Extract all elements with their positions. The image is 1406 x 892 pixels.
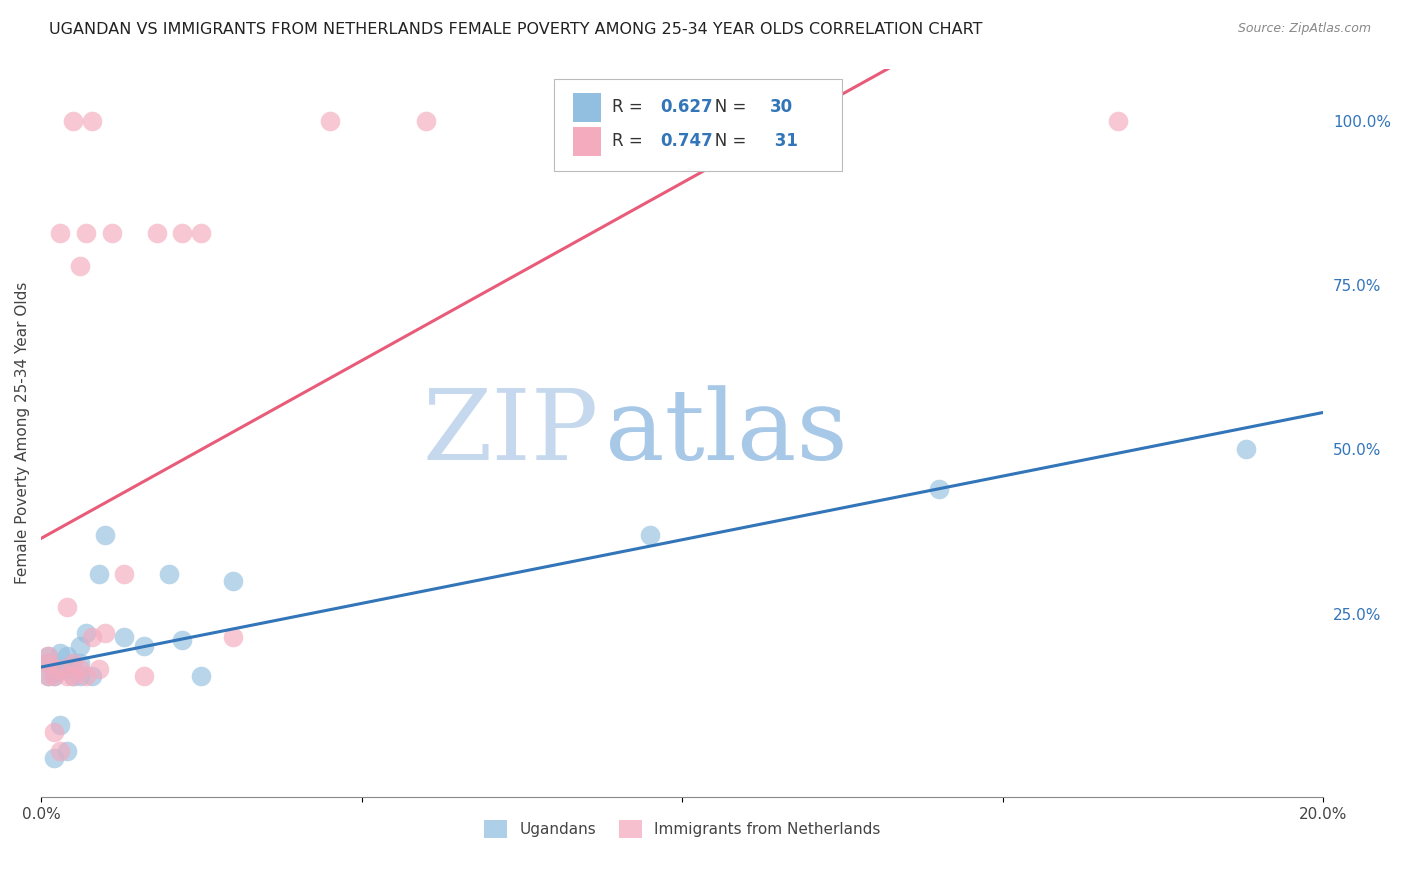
Point: [415, 114, 437, 128]
Text: ZIP: ZIP: [423, 385, 599, 481]
Text: R =: R =: [612, 132, 648, 151]
Point: [55, 744, 77, 758]
Point: [82, 114, 104, 128]
Text: N =: N =: [699, 132, 751, 151]
FancyBboxPatch shape: [554, 79, 842, 170]
Text: UGANDAN VS IMMIGRANTS FROM NETHERLANDS FEMALE POVERTY AMONG 25-34 YEAR OLDS CORR: UGANDAN VS IMMIGRANTS FROM NETHERLANDS F…: [49, 22, 983, 37]
Y-axis label: Female Poverty Among 25-34 Year Olds: Female Poverty Among 25-34 Year Olds: [15, 282, 30, 584]
Text: N =: N =: [699, 98, 751, 116]
Point: [37, 656, 59, 670]
Text: 30: 30: [769, 98, 793, 116]
Point: [100, 226, 122, 240]
Point: [49, 744, 72, 758]
Point: [94, 528, 117, 542]
Point: [145, 226, 167, 240]
Point: [55, 599, 77, 614]
Point: [94, 626, 117, 640]
Point: [82, 630, 104, 644]
Point: [62, 656, 84, 670]
Point: [42, 665, 65, 680]
Point: [222, 574, 245, 588]
Point: [190, 669, 212, 683]
Point: [62, 669, 84, 683]
Point: [1234, 442, 1257, 457]
Point: [37, 669, 59, 683]
Point: [75, 626, 97, 640]
Point: [75, 669, 97, 683]
Text: 0.747: 0.747: [661, 132, 713, 151]
Point: [1107, 114, 1129, 128]
Point: [82, 669, 104, 683]
Point: [37, 656, 59, 670]
Point: [132, 669, 155, 683]
Point: [55, 662, 77, 676]
Point: [928, 482, 950, 496]
Text: atlas: atlas: [605, 385, 848, 481]
Text: 0.627: 0.627: [661, 98, 713, 116]
Point: [132, 640, 155, 654]
Point: [638, 528, 661, 542]
Point: [49, 718, 72, 732]
Point: [37, 649, 59, 664]
Point: [222, 630, 245, 644]
Point: [318, 114, 340, 128]
Point: [37, 649, 59, 664]
Text: R =: R =: [612, 98, 648, 116]
Text: Source: ZipAtlas.com: Source: ZipAtlas.com: [1237, 22, 1371, 36]
Point: [69, 662, 91, 676]
Point: [87, 662, 110, 676]
Point: [172, 226, 194, 240]
Point: [49, 646, 72, 660]
Point: [114, 630, 136, 644]
Point: [49, 662, 72, 676]
Point: [42, 669, 65, 683]
Point: [37, 669, 59, 683]
Point: [55, 669, 77, 683]
Point: [62, 656, 84, 670]
FancyBboxPatch shape: [574, 93, 602, 121]
Point: [172, 632, 194, 647]
Point: [42, 669, 65, 683]
Point: [42, 724, 65, 739]
Text: 31: 31: [769, 132, 799, 151]
Point: [55, 649, 77, 664]
Point: [69, 640, 91, 654]
Point: [49, 226, 72, 240]
FancyBboxPatch shape: [574, 127, 602, 156]
Point: [190, 226, 212, 240]
Point: [69, 669, 91, 683]
Point: [157, 567, 180, 582]
Point: [62, 669, 84, 683]
Point: [49, 662, 72, 676]
Point: [62, 114, 84, 128]
Legend: Ugandans, Immigrants from Netherlands: Ugandans, Immigrants from Netherlands: [478, 814, 886, 845]
Point: [75, 226, 97, 240]
Point: [114, 567, 136, 582]
Point: [87, 567, 110, 582]
Point: [69, 259, 91, 273]
Point: [42, 751, 65, 765]
Point: [69, 656, 91, 670]
